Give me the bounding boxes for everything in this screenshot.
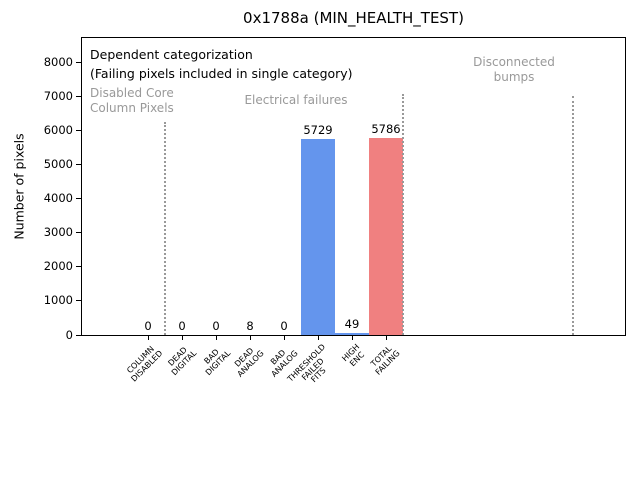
y-tick-label: 3000 — [43, 225, 73, 240]
region-label-disconnected-bumps: Disconnected bumps — [473, 55, 555, 84]
chart-title: 0x1788a (MIN_HEALTH_TEST) — [243, 9, 464, 27]
bar-value-label: 0 — [144, 319, 152, 333]
annotation-dependent-categorization: Dependent categorization — [90, 47, 253, 62]
x-tick-label: DEAD ANALOG — [233, 346, 266, 379]
y-tick-mark — [76, 95, 81, 97]
y-tick-mark — [76, 334, 81, 336]
x-tick-mark — [284, 336, 285, 340]
x-tick-mark — [182, 336, 183, 340]
y-tick-mark — [76, 198, 81, 199]
x-tick-mark — [250, 336, 251, 340]
bar-value-label: 49 — [344, 317, 360, 332]
y-tick-label: 5000 — [43, 156, 73, 171]
bar-value-label: 0 — [280, 319, 288, 333]
y-tick-label: 2000 — [43, 259, 73, 274]
y-tick-label: 7000 — [43, 88, 73, 103]
plot-area — [81, 37, 626, 336]
y-tick-mark — [76, 129, 81, 131]
x-tick-mark — [216, 336, 217, 340]
bar-6 — [335, 333, 369, 335]
x-tick-label: TOTAL FAILING — [369, 344, 402, 377]
x-tick-mark — [386, 336, 387, 340]
group-separator-line — [164, 122, 166, 335]
group-separator-line — [402, 94, 404, 335]
x-tick-label: DEAD DIGITAL — [166, 345, 198, 377]
bar-value-label: 0 — [212, 319, 220, 333]
y-tick-mark — [76, 163, 81, 165]
x-tick-label: BAD DIGITAL — [202, 347, 232, 377]
y-tick-label: 1000 — [43, 293, 73, 308]
bar-value-label: 0 — [178, 319, 186, 333]
region-label-electrical-failures: Electrical failures — [244, 93, 348, 107]
y-tick-label: 8000 — [43, 54, 73, 69]
bar-value-label: 8 — [246, 318, 254, 333]
y-tick-label: 4000 — [43, 191, 73, 205]
region-label-disabled-core-column-pixels: Disabled Core Column Pixels — [90, 86, 174, 115]
x-tick-mark — [148, 336, 149, 340]
group-separator-line — [572, 96, 574, 335]
y-tick-mark — [76, 61, 81, 63]
x-tick-mark — [352, 336, 353, 340]
annotation-failing-pixels-note: (Failing pixels included in single categ… — [90, 66, 353, 81]
y-tick-label: 6000 — [43, 122, 73, 137]
x-tick-mark — [318, 336, 319, 340]
y-tick-mark — [76, 300, 81, 302]
y-tick-mark — [76, 232, 81, 234]
y-tick-label: 0 — [65, 327, 73, 342]
x-tick-label: HIGH ENC — [340, 342, 367, 368]
bar-value-label: 5729 — [303, 123, 333, 138]
bar-5 — [301, 139, 335, 335]
bar-7 — [369, 137, 403, 335]
bar-value-label: 5786 — [371, 121, 401, 136]
y-tick-mark — [76, 266, 81, 268]
x-tick-label: COLUMN DISABLED — [124, 344, 164, 384]
